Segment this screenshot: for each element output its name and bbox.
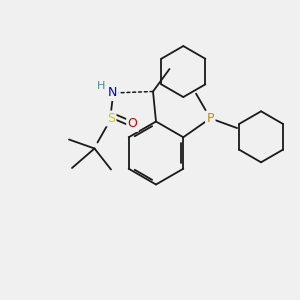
Text: O: O <box>128 117 137 130</box>
Text: P: P <box>207 112 214 125</box>
Text: N: N <box>108 86 117 100</box>
Text: S: S <box>107 112 115 125</box>
Text: H: H <box>97 81 105 92</box>
